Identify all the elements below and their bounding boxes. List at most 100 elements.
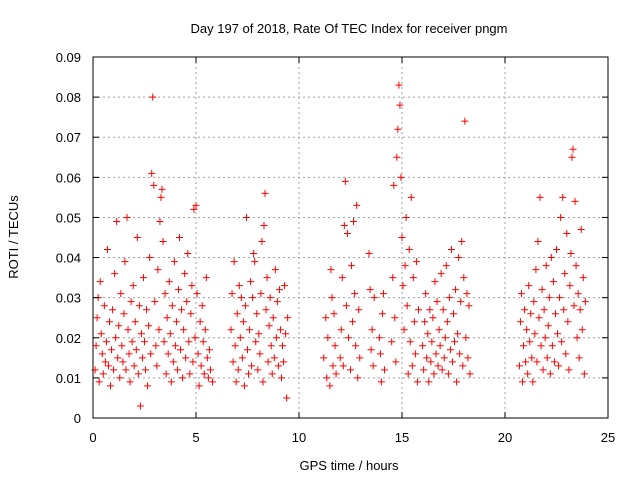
data-point — [462, 334, 470, 342]
x-tick-label: 15 — [395, 430, 409, 445]
data-point — [570, 302, 578, 310]
data-point — [157, 193, 165, 201]
data-point — [549, 278, 557, 286]
data-point — [451, 338, 459, 346]
data-point — [328, 294, 336, 302]
data-point — [546, 370, 554, 378]
x-axis-label: GPS time / hours — [300, 458, 399, 473]
data-point — [203, 354, 211, 362]
data-point — [464, 354, 472, 362]
data-point — [559, 193, 567, 201]
x-tick-label: 5 — [192, 430, 199, 445]
data-point — [524, 370, 532, 378]
data-point — [356, 354, 364, 362]
data-point — [238, 354, 246, 362]
y-tick-label: 0.02 — [56, 331, 81, 346]
data-point — [366, 286, 374, 294]
data-point — [178, 306, 186, 314]
data-point — [237, 294, 245, 302]
data-point — [379, 290, 387, 298]
data-point — [169, 358, 177, 366]
data-point — [558, 338, 566, 346]
data-point — [420, 366, 428, 374]
data-point — [322, 314, 330, 322]
data-point — [520, 342, 528, 350]
data-point — [252, 338, 260, 346]
data-point — [352, 342, 360, 350]
data-point — [397, 173, 405, 181]
data-point — [580, 370, 588, 378]
data-point — [154, 266, 162, 274]
data-point — [327, 266, 335, 274]
gridlines — [93, 57, 608, 418]
data-point — [341, 177, 349, 185]
data-point — [116, 374, 124, 382]
data-point — [131, 318, 139, 326]
data-points — [91, 81, 589, 410]
data-point — [235, 282, 243, 290]
data-point — [245, 370, 253, 378]
data-point — [198, 302, 206, 310]
data-point — [522, 358, 530, 366]
data-point — [380, 366, 388, 374]
data-point — [190, 205, 198, 213]
data-point — [133, 234, 141, 241]
data-point — [441, 334, 449, 342]
data-point — [432, 350, 440, 358]
data-point — [450, 310, 457, 318]
data-point — [567, 250, 575, 258]
data-point — [393, 153, 401, 161]
data-point — [395, 81, 403, 89]
data-point — [197, 362, 205, 370]
data-point — [186, 370, 194, 378]
data-point — [396, 101, 404, 109]
data-point — [266, 294, 274, 302]
data-point — [240, 382, 248, 390]
data-point — [452, 286, 460, 294]
data-point — [411, 350, 419, 358]
data-point — [128, 338, 136, 346]
data-point — [545, 294, 553, 302]
data-point — [403, 302, 411, 310]
axis-ticks — [92, 56, 609, 419]
data-point — [458, 238, 466, 246]
data-point — [375, 334, 383, 342]
data-point — [390, 181, 398, 189]
data-point — [246, 326, 254, 334]
data-point — [144, 382, 152, 390]
data-point — [566, 282, 574, 290]
data-point — [392, 358, 400, 366]
data-point — [205, 346, 213, 354]
data-point — [347, 366, 354, 374]
data-point — [376, 350, 384, 358]
data-point — [539, 366, 547, 374]
data-point — [229, 358, 237, 366]
data-point — [530, 298, 538, 306]
data-point — [535, 314, 543, 322]
data-point — [244, 346, 251, 354]
data-point — [543, 354, 551, 362]
data-point — [527, 310, 535, 318]
data-point — [259, 378, 267, 386]
data-point — [182, 354, 190, 362]
data-point — [171, 342, 179, 350]
data-point — [329, 362, 337, 370]
data-point — [336, 354, 344, 362]
data-point — [401, 262, 409, 270]
data-point — [156, 217, 164, 225]
data-point — [101, 358, 109, 366]
y-tick-label: 0.03 — [56, 291, 81, 306]
data-point — [95, 378, 103, 386]
data-point — [122, 366, 130, 374]
data-point — [323, 374, 331, 382]
data-point — [100, 302, 108, 310]
data-point — [350, 217, 358, 225]
data-point — [231, 342, 239, 350]
data-point — [176, 234, 184, 241]
data-point — [526, 338, 534, 346]
data-point — [230, 258, 238, 266]
data-point — [455, 254, 463, 262]
data-point — [399, 282, 407, 290]
data-point — [113, 217, 121, 225]
